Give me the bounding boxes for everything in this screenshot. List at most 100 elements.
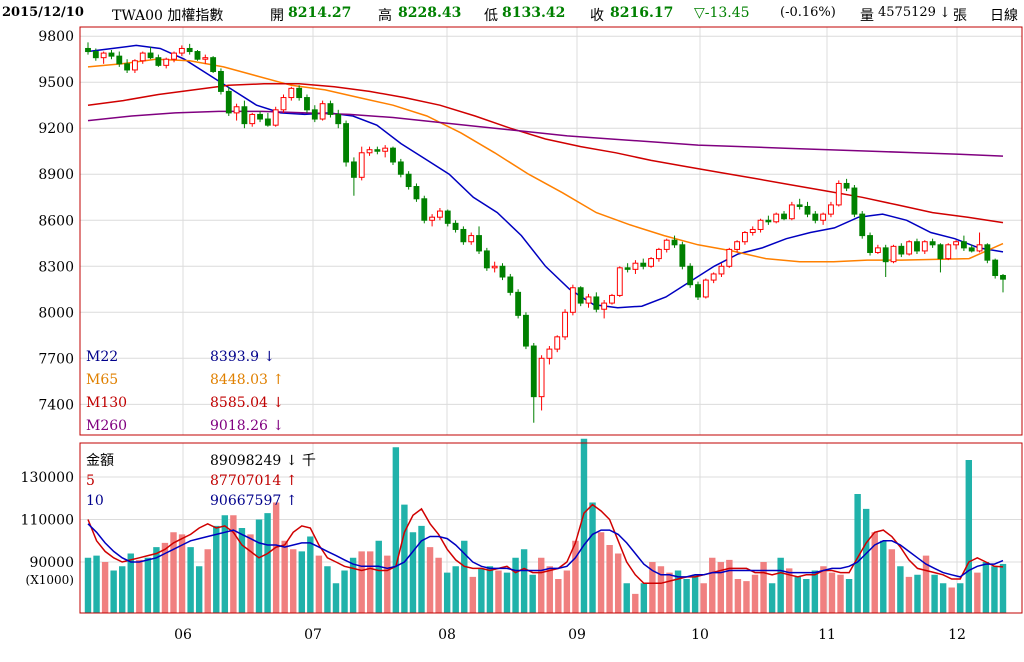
candle[interactable] [350, 157, 357, 196]
volume-bar[interactable] [880, 540, 887, 613]
candle[interactable] [366, 146, 373, 156]
candle[interactable] [241, 100, 248, 129]
volume-bar[interactable] [452, 566, 459, 613]
candle[interactable] [468, 232, 475, 245]
candle[interactable] [992, 258, 999, 279]
candle[interactable] [632, 260, 639, 274]
volume-bar[interactable] [726, 559, 733, 613]
candle[interactable] [476, 226, 482, 255]
candle[interactable] [765, 215, 772, 225]
volume-bar[interactable] [614, 553, 622, 614]
candle[interactable] [491, 261, 498, 273]
candle[interactable] [757, 218, 764, 233]
volume-bar[interactable] [461, 540, 468, 613]
volume-bar[interactable] [991, 566, 998, 613]
candle[interactable] [178, 45, 185, 57]
candle[interactable] [679, 241, 686, 270]
candle[interactable] [914, 238, 920, 255]
volume-bar[interactable] [178, 534, 186, 613]
candle[interactable] [139, 51, 146, 64]
candle[interactable] [460, 226, 467, 245]
volume-bar[interactable] [905, 576, 913, 613]
candle[interactable] [257, 111, 263, 123]
candle[interactable] [249, 112, 256, 127]
volume-bar[interactable] [93, 555, 100, 613]
candle[interactable] [264, 112, 271, 127]
volume-bar[interactable] [187, 547, 194, 613]
volume-bar[interactable] [401, 504, 408, 613]
volume-bar[interactable] [597, 532, 605, 613]
volume-bar[interactable] [555, 579, 562, 613]
volume-bar[interactable] [657, 566, 665, 613]
candle[interactable] [390, 146, 396, 166]
volume-bar[interactable] [957, 583, 964, 613]
volume-bar[interactable] [538, 557, 545, 613]
volume-bar[interactable] [999, 563, 1007, 613]
candle[interactable] [92, 48, 99, 61]
candle[interactable] [851, 184, 858, 218]
candle[interactable] [773, 212, 780, 224]
volume-bar[interactable] [862, 508, 870, 613]
volume-bar[interactable] [118, 566, 126, 613]
candle[interactable] [812, 211, 819, 224]
candle[interactable] [835, 180, 842, 207]
candle[interactable] [609, 293, 615, 305]
candle[interactable] [710, 272, 717, 284]
volume-bar[interactable] [272, 502, 280, 614]
candle[interactable] [655, 247, 662, 262]
candle[interactable] [796, 198, 803, 210]
volume-bar[interactable] [435, 557, 442, 613]
volume-bar[interactable] [384, 555, 391, 613]
candle[interactable] [358, 146, 365, 181]
candle[interactable] [1000, 273, 1006, 293]
volume-bar[interactable] [683, 579, 690, 613]
volume-bar[interactable] [478, 568, 485, 613]
candle[interactable] [108, 50, 115, 60]
candle[interactable] [413, 183, 420, 202]
volume-bar[interactable] [443, 572, 451, 613]
volume-bar[interactable] [315, 555, 323, 613]
candle[interactable] [186, 43, 193, 55]
volume-bar[interactable] [871, 532, 878, 613]
candle[interactable] [85, 42, 91, 55]
candle[interactable] [828, 201, 834, 218]
candle[interactable] [601, 300, 608, 319]
candle[interactable] [515, 289, 522, 319]
volume-bar[interactable] [674, 570, 682, 614]
volume-bar[interactable] [84, 557, 92, 613]
volume-bar[interactable] [743, 581, 750, 613]
volume-bar[interactable] [777, 557, 784, 613]
candle[interactable] [429, 214, 436, 227]
volume-bar[interactable] [572, 540, 579, 613]
candle[interactable] [397, 158, 404, 178]
candle[interactable] [100, 51, 107, 64]
volume-bar[interactable] [803, 579, 810, 613]
volume-bar[interactable] [409, 532, 417, 613]
candle[interactable] [523, 312, 529, 350]
volume-bar[interactable] [349, 557, 357, 613]
volume-bar[interactable] [948, 587, 955, 614]
volume-bar[interactable] [845, 579, 853, 613]
volume-bar[interactable] [255, 519, 263, 614]
volume-bar[interactable] [760, 562, 767, 613]
volume-bar[interactable] [828, 572, 836, 613]
candle[interactable] [444, 209, 451, 227]
volume-bar[interactable] [375, 540, 382, 613]
volume-bar[interactable] [786, 568, 793, 613]
candle[interactable] [890, 244, 897, 264]
candle[interactable] [734, 240, 741, 253]
volume-bar[interactable] [632, 593, 639, 613]
volume-bar[interactable] [170, 532, 177, 613]
volume-bar[interactable] [101, 562, 109, 613]
volume-bar[interactable] [230, 515, 237, 613]
candle[interactable] [788, 201, 795, 221]
volume-bar[interactable] [290, 549, 297, 613]
candle[interactable] [741, 231, 748, 245]
volume-bar[interactable] [520, 549, 528, 613]
candle[interactable] [194, 50, 201, 61]
volume-bar[interactable] [931, 574, 938, 613]
candle[interactable] [781, 211, 787, 221]
candle[interactable] [202, 54, 209, 64]
candle[interactable] [898, 243, 905, 258]
volume-bar[interactable] [974, 572, 981, 613]
